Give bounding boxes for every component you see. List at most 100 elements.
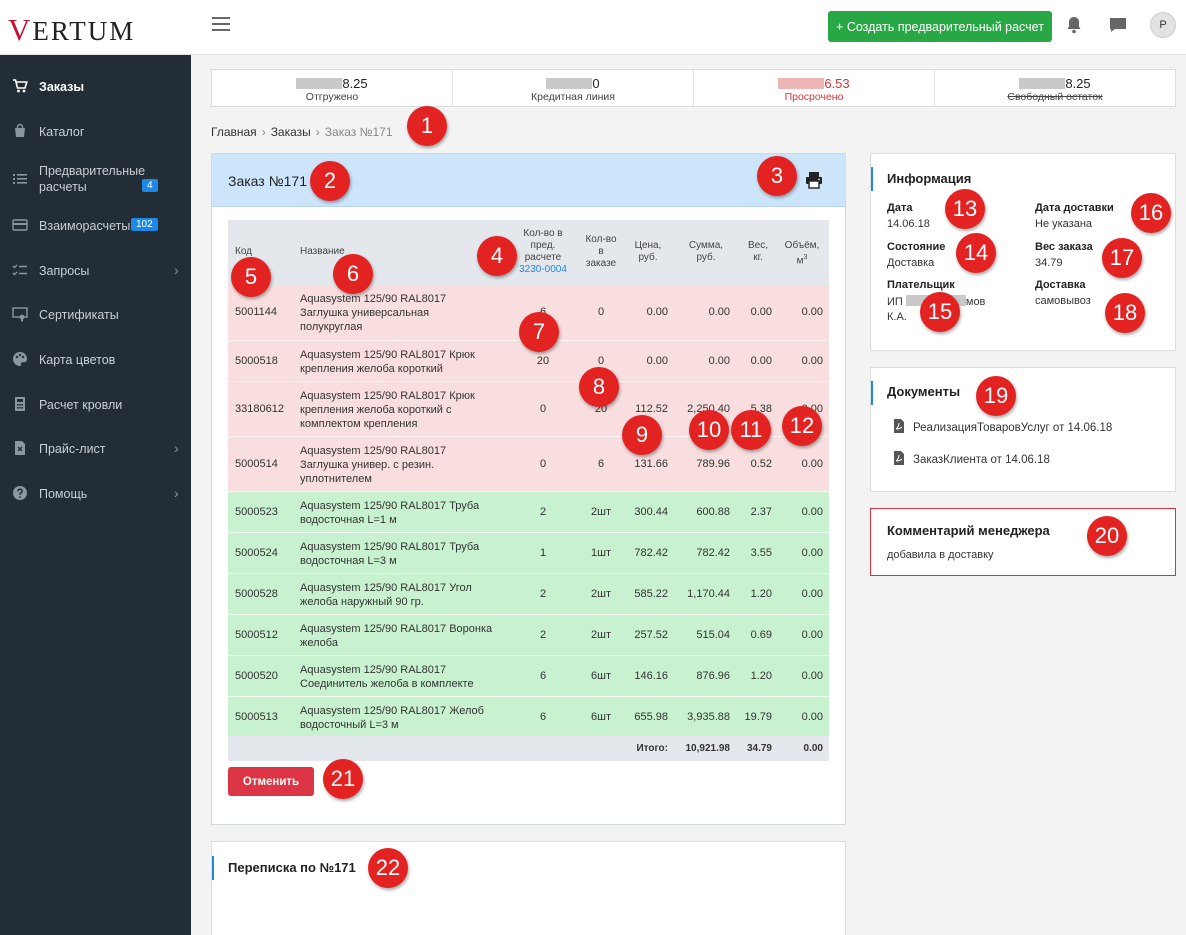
weight-cell: 1.20 [750, 670, 772, 682]
annotation-marker: 10 [689, 410, 729, 450]
sidebar-item-orders[interactable]: Заказы [0, 77, 191, 97]
breadcrumb: Главная › Заказы › Заказ №171 [211, 125, 393, 139]
col-volume: Объём, м3 [784, 240, 820, 267]
avatar[interactable]: P [1150, 12, 1176, 38]
card-accent [871, 381, 873, 405]
sum-cell: 515.04 [696, 629, 730, 641]
annotation-marker: 14 [956, 233, 996, 273]
pre-qty-cell: 6 [539, 711, 547, 723]
palette-icon [13, 352, 27, 366]
precalc-link[interactable]: 3230-0004 [519, 264, 567, 275]
order-qty-cell: 6шт [591, 711, 611, 723]
bell-icon[interactable] [1064, 15, 1084, 35]
volume-cell: 0.00 [801, 306, 823, 318]
sidebar-item-catalog[interactable]: Каталог [0, 122, 191, 142]
create-precalc-button[interactable]: + Создать предварительный расчет [828, 11, 1052, 42]
card-accent [871, 167, 873, 191]
breadcrumb-separator: › [261, 125, 266, 139]
sidebar-item-label: Запросы [39, 264, 90, 278]
documents-title: Документы [887, 384, 961, 399]
pre-qty-cell: 1 [539, 547, 547, 559]
sidebar-item-help[interactable]: Помощь › [0, 484, 191, 504]
sidebar-item-precalcs[interactable]: Предварительные расчеты 4 [0, 162, 191, 196]
weight-cell: 3.55 [750, 547, 772, 559]
price-cell: 112.52 [635, 403, 668, 415]
sidebar-item-label: Расчет кровли [39, 398, 123, 412]
redacted-value [296, 78, 343, 89]
balance-stats: 8.25 Отгружено 0 Кредитная линия 6.53 Пр… [211, 69, 1176, 107]
price-cell: 655.98 [634, 711, 668, 723]
date-label: Дата [887, 202, 913, 214]
annotation-marker: 2 [310, 161, 350, 201]
order-items-table: Код Название Кол-во в пред. расчете 3230-0… [228, 220, 829, 761]
price-cell: 146.16 [634, 670, 668, 682]
stat-shipped: 8.25 Отгружено [212, 70, 453, 106]
annotation-marker: 19 [976, 376, 1016, 416]
vertum-logo[interactable]: VERTUM [8, 12, 136, 47]
code-cell: 5000528 [235, 588, 278, 600]
sum-cell: 1,170.44 [687, 588, 730, 600]
table-header-row: Код Название Кол-во в пред. расчете 3230-0… [228, 220, 829, 285]
card-icon [12, 219, 28, 231]
delivery-value: самовывоз [1035, 295, 1091, 307]
document-link[interactable]: ЗаказКлиента от 14.06.18 [893, 451, 1050, 466]
cancel-order-button[interactable]: Отменить [228, 767, 314, 796]
chevron-right-icon: › [174, 485, 179, 501]
print-icon[interactable] [805, 171, 823, 189]
table-row: 5000528 2 2шт 585.22 1,170.44 1.20 0.00 Aquasys… [228, 573, 829, 614]
name-cell: Aquasystem 125/90 RAL8017 Труба водосточн… [300, 541, 480, 567]
sidebar-item-label: Помощь [39, 487, 88, 501]
redacted-value [778, 78, 825, 89]
sidebar-item-pricelist[interactable]: Прайс-лист › [0, 439, 191, 459]
help-icon [13, 486, 27, 500]
sidebar-item-requests[interactable]: Запросы › [0, 261, 191, 281]
calculator-icon [15, 397, 25, 411]
table-row: 5000524 1 1шт 782.42 782.42 3.55 0.00 Aquasyste… [228, 532, 829, 573]
sidebar-item-color-map[interactable]: Карта цветов [0, 350, 191, 370]
code-cell: 5000523 [235, 506, 278, 518]
delivery-date-value: Не указана [1035, 218, 1093, 230]
code-cell: 5000513 [235, 711, 278, 723]
annotation-marker: 18 [1105, 293, 1145, 333]
name-cell: Aquasystem 125/90 RAL8017 Заглушка универ… [300, 293, 447, 333]
sidebar-item-label: Каталог [39, 125, 85, 139]
pre-qty-cell: 0 [539, 458, 547, 470]
chevron-right-icon: › [174, 262, 179, 278]
weight-cell: 0.00 [750, 355, 772, 367]
breadcrumb-home[interactable]: Главная [211, 125, 257, 139]
table-row: 5000523 2 2шт 300.44 600.88 2.37 0.00 Aquasyste… [228, 491, 829, 532]
annotation-marker: 6 [333, 254, 373, 294]
order-header: Заказ №171 [212, 154, 845, 207]
sum-cell: 3,935.88 [687, 711, 730, 723]
price-cell: 0.00 [646, 306, 668, 318]
certificate-icon [12, 307, 28, 322]
sidebar-item-certificates[interactable]: Сертификаты [0, 305, 191, 325]
sidebar-item-settlements[interactable]: Взаиморасчеты 102 [0, 216, 191, 236]
sum-cell: 782.42 [696, 547, 730, 559]
price-cell: 585.22 [634, 588, 668, 600]
state-label: Состояние [887, 241, 946, 253]
document-link[interactable]: РеализацияТоваровУслуг от 14.06.18 [893, 419, 1112, 434]
order-title: Заказ №171 [228, 173, 307, 189]
total-weight: 34.79 [746, 743, 772, 754]
code-cell: 5000518 [235, 355, 278, 367]
chat-icon[interactable] [1108, 15, 1128, 35]
delivery-date-label: Дата доставки [1035, 202, 1114, 214]
breadcrumb-orders[interactable]: Заказы [270, 125, 311, 139]
code-cell: 5000512 [235, 629, 278, 641]
date-value: 14.06.18 [887, 218, 930, 230]
annotation-marker: 12 [782, 406, 822, 446]
delivery-label: Доставка [1035, 279, 1086, 291]
volume-cell: 0.00 [801, 458, 823, 470]
payer-label: Плательщик [887, 279, 955, 291]
annotation-marker: 13 [945, 189, 985, 229]
menu-toggle-icon[interactable] [212, 17, 230, 31]
annotation-marker: 16 [1131, 193, 1171, 233]
order-qty-cell: 6 [597, 458, 605, 470]
table-row: 5000512 2 2шт 257.52 515.04 0.69 0.00 Aquasyste… [228, 614, 829, 655]
col-pre-qty: Кол-во в пред. расчете 3230-0004 [508, 228, 578, 276]
sidebar-item-roof-calc[interactable]: Расчет кровли [0, 395, 191, 415]
sidebar-item-label: Прайс-лист [39, 442, 106, 456]
sum-cell: 789.96 [696, 458, 730, 470]
pre-qty-cell: 20 [536, 355, 550, 367]
